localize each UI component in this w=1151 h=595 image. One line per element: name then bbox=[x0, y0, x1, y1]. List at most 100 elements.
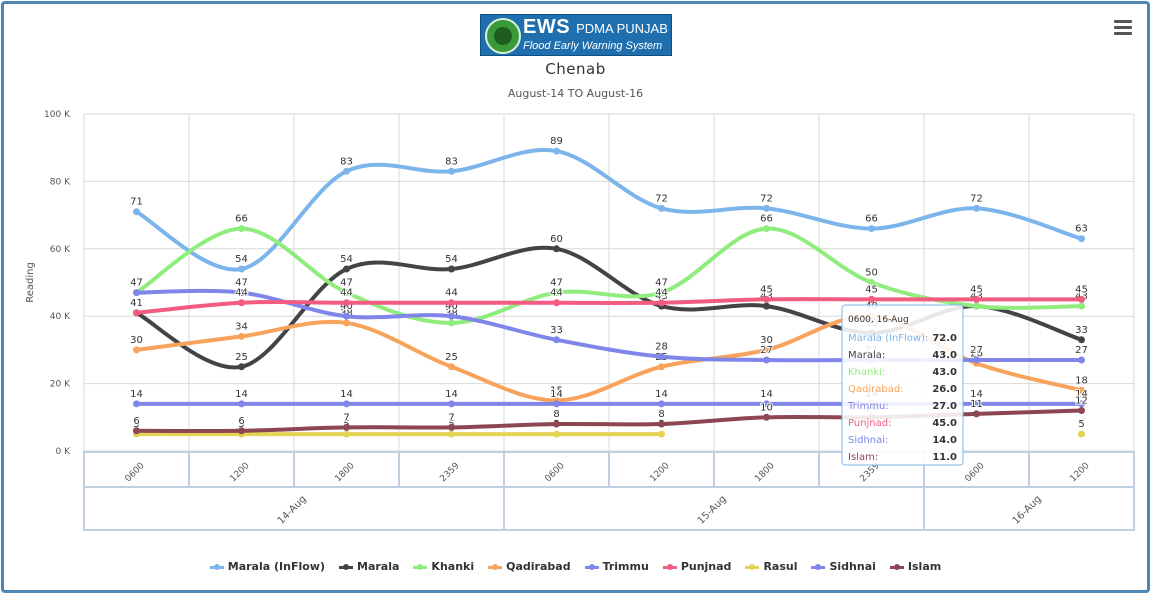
data-label: 5 bbox=[133, 419, 139, 430]
y-tick-label: 40 K bbox=[50, 312, 71, 322]
legend-item-trimmu[interactable]: Trimmu bbox=[584, 560, 649, 573]
data-label: 45 bbox=[970, 284, 983, 295]
data-point bbox=[763, 413, 770, 421]
y-tick-label: 60 K bbox=[50, 245, 71, 255]
tooltip-series-value: 43.0 bbox=[932, 367, 957, 378]
data-point bbox=[1078, 430, 1085, 438]
legend-item-punjnad[interactable]: Punjnad bbox=[662, 560, 731, 573]
legend-item-marala[interactable]: Marala bbox=[339, 560, 399, 573]
data-point bbox=[238, 427, 245, 435]
data-point bbox=[1078, 356, 1085, 364]
data-point bbox=[763, 346, 770, 354]
y-tick-label: 0 K bbox=[56, 447, 72, 457]
legend-label: Trimmu bbox=[602, 560, 649, 573]
data-label: 44 bbox=[235, 288, 248, 299]
data-label: 83 bbox=[445, 156, 458, 167]
legend-swatch-icon bbox=[339, 563, 353, 570]
x-group-label: 16-Aug bbox=[1011, 494, 1044, 527]
data-point bbox=[553, 420, 560, 428]
data-point bbox=[1078, 336, 1085, 344]
legend-label: Khanki bbox=[431, 560, 475, 573]
data-point bbox=[553, 147, 560, 155]
data-label: 41 bbox=[130, 298, 143, 309]
x-tick-label: 1800 bbox=[753, 461, 776, 484]
data-label: 45 bbox=[1075, 284, 1088, 295]
data-label: 47 bbox=[130, 278, 143, 289]
data-point bbox=[763, 356, 770, 364]
data-label: 14 bbox=[130, 389, 143, 400]
data-label: 33 bbox=[550, 325, 563, 336]
tooltip-series-value: 14.0 bbox=[932, 435, 957, 446]
data-label: 60 bbox=[550, 234, 563, 245]
data-point bbox=[448, 363, 455, 371]
data-point bbox=[973, 356, 980, 364]
data-label: 30 bbox=[760, 335, 773, 346]
data-point bbox=[343, 265, 350, 273]
data-label: 5 bbox=[1078, 419, 1084, 430]
x-tick-label: 1200 bbox=[228, 461, 251, 484]
data-point bbox=[448, 299, 455, 307]
data-label: 45 bbox=[865, 284, 878, 295]
data-point bbox=[238, 299, 245, 307]
series-punjnad: 41 44 44 44 44 44 45 45 45 45 bbox=[129, 283, 1089, 317]
series-line bbox=[134, 297, 1084, 315]
data-label: 44 bbox=[445, 288, 458, 299]
y-tick-label: 80 K bbox=[50, 177, 71, 187]
data-point bbox=[763, 400, 770, 408]
legend-item-islam[interactable]: Islam bbox=[889, 560, 941, 573]
ews-logo: EWS PDMA PUNJAB Flood Early Warning Syst… bbox=[480, 14, 672, 56]
data-point bbox=[343, 430, 350, 438]
tooltip-series-value: 43.0 bbox=[932, 350, 957, 361]
tooltip-series-name: Sidhnai: bbox=[848, 435, 888, 446]
data-label: 54 bbox=[445, 254, 458, 265]
data-label: 14 bbox=[340, 389, 353, 400]
data-point bbox=[1078, 400, 1085, 408]
data-label: 41 bbox=[130, 298, 143, 309]
legend-item-khanki[interactable]: Khanki bbox=[413, 560, 474, 573]
data-point bbox=[238, 265, 245, 273]
data-point bbox=[763, 225, 770, 233]
data-label: 89 bbox=[550, 136, 563, 147]
y-tick-label: 100 K bbox=[44, 110, 71, 120]
data-point bbox=[238, 332, 245, 340]
data-label: 47 bbox=[655, 278, 668, 289]
tooltip-series-name: Marala (InFlow): bbox=[848, 333, 928, 344]
data-point bbox=[133, 400, 140, 408]
data-point bbox=[343, 299, 350, 307]
data-label: 8 bbox=[658, 409, 664, 420]
data-label: 7 bbox=[343, 412, 349, 423]
data-label: 63 bbox=[1075, 224, 1088, 235]
legend-item-qadirabad[interactable]: Qadirabad bbox=[488, 560, 571, 573]
data-point bbox=[238, 289, 245, 297]
legend-item-rasul[interactable]: Rasul bbox=[745, 560, 797, 573]
data-point bbox=[553, 245, 560, 253]
data-label: 10 bbox=[760, 402, 773, 413]
x-tick-label: 0600 bbox=[123, 461, 146, 484]
data-label: 66 bbox=[760, 214, 773, 225]
data-label: 45 bbox=[760, 284, 773, 295]
hamburger-menu-icon[interactable] bbox=[1114, 20, 1132, 36]
legend-item-marala-inflow[interactable]: Marala (InFlow) bbox=[209, 560, 325, 573]
series-line bbox=[134, 148, 1084, 272]
data-label: 15 bbox=[550, 385, 563, 396]
data-label: 72 bbox=[970, 193, 983, 204]
tooltip-series-value: 27.0 bbox=[932, 401, 957, 412]
data-point bbox=[448, 167, 455, 175]
tooltip-series-name: Trimmu: bbox=[847, 401, 889, 412]
legend-item-sidhnai[interactable]: Sidhnai bbox=[811, 560, 876, 573]
data-point bbox=[343, 167, 350, 175]
data-label: 14 bbox=[970, 389, 983, 400]
data-label: 44 bbox=[655, 288, 668, 299]
x-group-cell bbox=[923, 486, 1135, 531]
data-point bbox=[133, 309, 140, 317]
data-point bbox=[553, 289, 560, 297]
data-point bbox=[763, 295, 770, 303]
data-point bbox=[658, 289, 665, 297]
data-label: 12 bbox=[1075, 396, 1088, 407]
data-label: 14 bbox=[235, 389, 248, 400]
x-tick-label: 0600 bbox=[963, 461, 986, 484]
series-marala-inflow: 71 54 83 83 89 72 72 66 72 63 bbox=[129, 135, 1089, 273]
legend-swatch-icon bbox=[209, 563, 224, 570]
data-point bbox=[1078, 235, 1085, 243]
